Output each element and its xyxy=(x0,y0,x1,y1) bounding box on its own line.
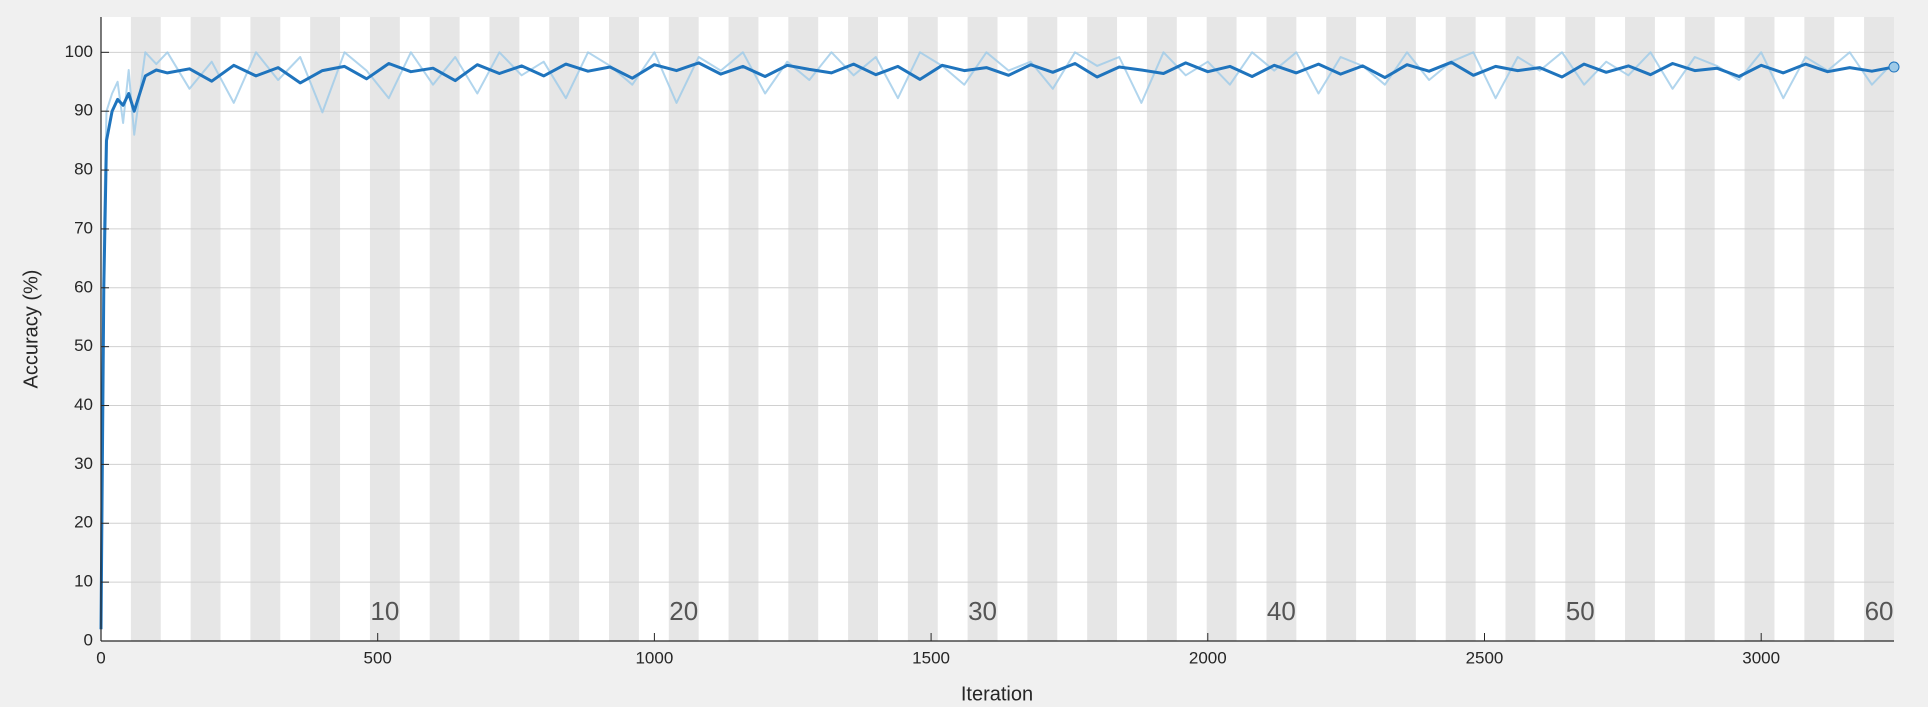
y-tick-label: 10 xyxy=(74,572,93,591)
y-tick-label: 60 xyxy=(74,277,93,296)
x-tick-label: 3000 xyxy=(1742,648,1780,667)
x-axis-label: Iteration xyxy=(961,683,1033,705)
y-tick-label: 80 xyxy=(74,160,93,179)
y-tick-label: 100 xyxy=(65,42,93,61)
x-tick-label: 1500 xyxy=(912,648,950,667)
epoch-stripe xyxy=(1445,17,1476,641)
epoch-stripe xyxy=(1266,17,1297,641)
epoch-stripe xyxy=(1206,17,1237,641)
epoch-stripe xyxy=(609,17,639,641)
end-marker xyxy=(1888,61,1900,73)
epoch-stripe xyxy=(190,17,221,641)
epoch-stripe xyxy=(1385,17,1416,641)
epoch-stripe xyxy=(429,17,460,641)
epoch-stripe xyxy=(967,17,998,641)
epoch-stripe xyxy=(1864,17,1894,641)
epoch-stripe xyxy=(1505,17,1536,641)
epoch-label: 20 xyxy=(669,596,698,626)
epoch-stripe xyxy=(1565,17,1596,641)
x-tick-label: 0 xyxy=(96,648,105,667)
y-tick-label: 30 xyxy=(74,454,93,473)
y-tick-label: 70 xyxy=(74,218,93,237)
epoch-stripe xyxy=(369,17,400,641)
epoch-label: 60 xyxy=(1865,596,1894,626)
y-tick-label: 50 xyxy=(74,336,93,355)
epoch-stripe xyxy=(1027,17,1058,641)
epoch-stripe xyxy=(310,17,341,641)
epoch-stripe xyxy=(1804,17,1835,641)
epoch-stripe xyxy=(728,17,759,641)
x-tick-label: 2500 xyxy=(1466,648,1504,667)
epoch-stripe xyxy=(1744,17,1775,641)
epoch-stripe xyxy=(788,17,819,641)
epoch-stripe xyxy=(1684,17,1715,641)
y-tick-label: 40 xyxy=(74,395,93,414)
y-axis-label: Accuracy (%) xyxy=(20,270,42,389)
y-tick-label: 20 xyxy=(74,513,93,532)
epoch-label: 40 xyxy=(1267,596,1296,626)
epoch-stripe xyxy=(848,17,878,641)
epoch-stripe xyxy=(1326,17,1357,641)
x-tick-label: 500 xyxy=(364,648,392,667)
epoch-stripe xyxy=(1146,17,1177,641)
epoch-label: 10 xyxy=(370,596,399,626)
smoothed-line xyxy=(99,60,1895,630)
y-tick-label: 0 xyxy=(84,630,93,649)
epoch-stripe xyxy=(907,17,938,641)
epoch-stripe xyxy=(250,17,281,641)
epoch-stripe xyxy=(1625,17,1655,641)
epoch-label: 50 xyxy=(1566,596,1595,626)
epoch-stripe xyxy=(668,17,699,641)
epoch-stripe xyxy=(549,17,580,641)
epoch-stripe xyxy=(1087,17,1118,641)
epoch-stripe xyxy=(489,17,520,641)
x-tick-label: 1000 xyxy=(635,648,673,667)
epoch-label: 30 xyxy=(968,596,997,626)
x-tick-label: 2000 xyxy=(1189,648,1227,667)
y-tick-label: 90 xyxy=(74,101,93,120)
